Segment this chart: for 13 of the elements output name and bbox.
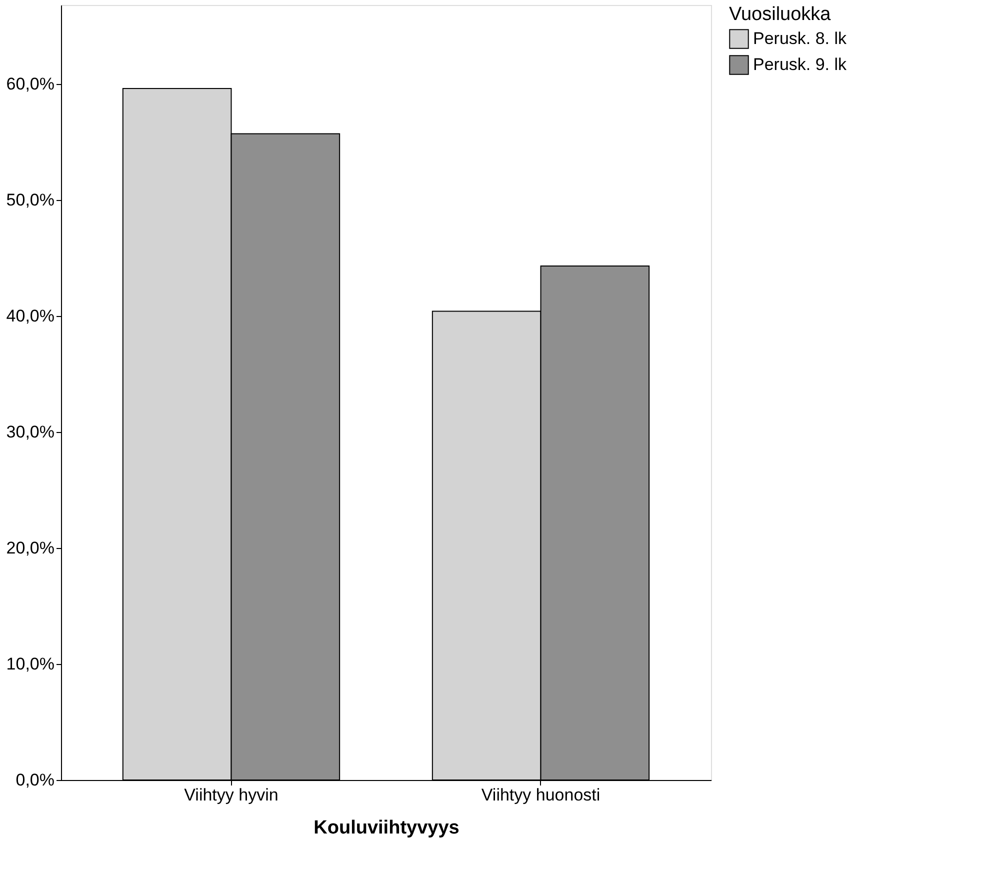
y-tick-label: 50,0% — [6, 190, 54, 210]
legend-label: Perusk. 8. lk — [753, 29, 848, 48]
y-tick-label: 40,0% — [6, 306, 54, 326]
y-tick-label: 0,0% — [16, 770, 54, 790]
legend-title: Vuosiluokka — [729, 4, 832, 25]
y-tick-label: 10,0% — [6, 654, 54, 674]
x-tick-label: Viihtyy huonosti — [481, 786, 600, 804]
x-tick-label: Viihtyy hyvin — [184, 786, 278, 804]
legend-label: Perusk. 9. lk — [753, 55, 848, 74]
y-tick-label: 30,0% — [6, 422, 54, 442]
y-tick-label: 20,0% — [6, 538, 54, 558]
x-axis-title: Kouluviihtyvyys — [314, 818, 460, 838]
y-tick-label: 60,0% — [6, 74, 54, 94]
